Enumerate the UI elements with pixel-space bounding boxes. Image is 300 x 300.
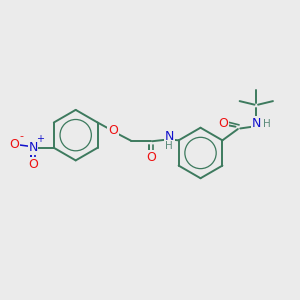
Text: H: H: [165, 141, 173, 151]
Text: H: H: [263, 119, 271, 129]
Text: +: +: [35, 134, 44, 144]
Text: N: N: [164, 130, 174, 143]
Text: O: O: [28, 158, 38, 171]
Text: O: O: [146, 151, 156, 164]
Text: O: O: [108, 124, 118, 137]
Text: -: -: [19, 131, 23, 142]
Text: O: O: [218, 117, 228, 130]
Text: N: N: [252, 117, 261, 130]
Text: N: N: [28, 141, 38, 154]
Text: O: O: [10, 138, 20, 151]
